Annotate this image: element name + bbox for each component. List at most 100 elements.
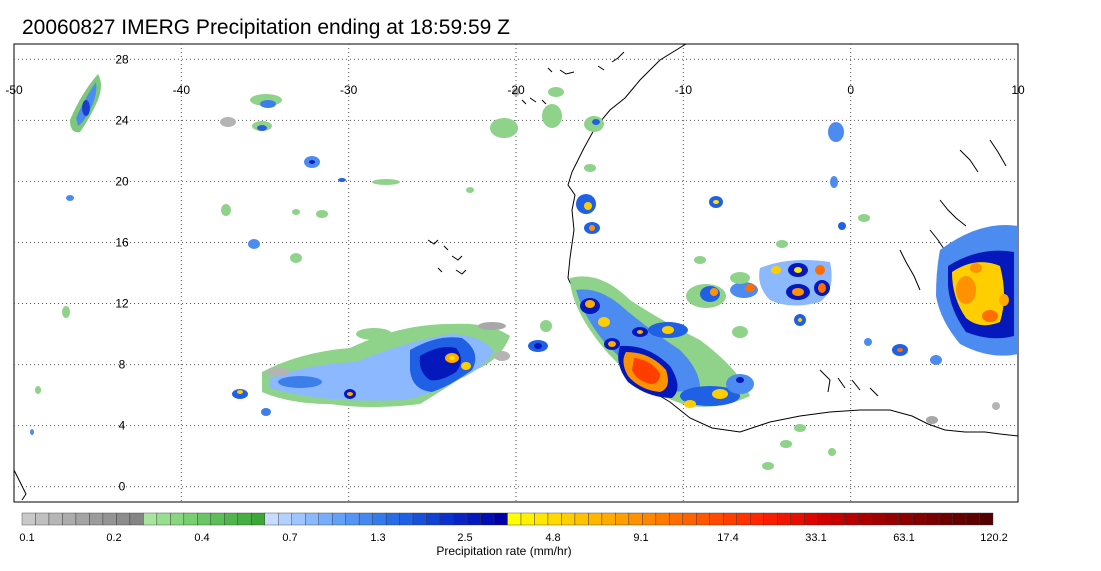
colorbar xyxy=(21,512,994,526)
canary-islands xyxy=(521,97,547,105)
colorbar-swatch xyxy=(911,512,926,526)
colorbar-swatch xyxy=(21,512,36,526)
colorbar-swatch xyxy=(871,512,886,526)
colorbar-swatch xyxy=(763,512,778,526)
colorbar-tick-label: 33.1 xyxy=(805,532,826,544)
colorbar-swatch xyxy=(143,512,158,526)
colorbar-swatch xyxy=(237,512,252,526)
rain-cell xyxy=(762,338,1000,470)
latitude-tick-label: 12 xyxy=(115,297,129,311)
colorbar-swatch xyxy=(426,512,441,526)
colorbar-swatch xyxy=(642,512,657,526)
colorbar-swatch xyxy=(480,512,495,526)
colorbar-swatch xyxy=(75,512,90,526)
colorbar-swatch xyxy=(35,512,50,526)
colorbar-swatch xyxy=(979,512,994,526)
colorbar-title: Precipitation rate (mm/hr) xyxy=(436,544,571,558)
colorbar-swatch xyxy=(628,512,643,526)
colorbar-swatch xyxy=(547,512,562,526)
colorbar-swatch xyxy=(736,512,751,526)
colorbar-swatch xyxy=(102,512,117,526)
colorbar-swatch xyxy=(493,512,508,526)
rain-band-atlantic xyxy=(232,320,552,407)
colorbar-swatch xyxy=(62,512,77,526)
colorbar-swatch xyxy=(790,512,805,526)
rain-cluster-central xyxy=(759,260,832,326)
colorbar-swatch xyxy=(439,512,454,526)
precipitation-field xyxy=(30,74,1018,470)
colorbar-tick-label: 120.2 xyxy=(980,532,1008,544)
colorbar-tick-label: 63.1 xyxy=(893,532,914,544)
colorbar-swatch xyxy=(723,512,737,526)
colorbar-tick-label: 0.4 xyxy=(194,532,209,544)
colorbar-swatch xyxy=(278,512,292,526)
colorbar-swatch xyxy=(857,512,872,526)
longitude-tick-label: -40 xyxy=(173,83,191,97)
colorbar-swatch xyxy=(844,512,859,526)
colorbar-swatch xyxy=(709,512,724,526)
latitude-tick-label: 20 xyxy=(115,174,129,188)
longitude-tick-label: -30 xyxy=(340,83,358,97)
colorbar-swatch xyxy=(588,512,603,526)
colorbar-swatch xyxy=(89,512,104,526)
colorbar-swatch xyxy=(453,512,468,526)
east-africa-rivers xyxy=(899,139,1007,291)
gulf-islands xyxy=(819,369,879,397)
rain-cell xyxy=(70,74,101,133)
colorbar-swatch xyxy=(561,512,576,526)
colorbar-swatch xyxy=(156,512,171,526)
colorbar-swatch xyxy=(129,512,144,526)
longitude-tick-label: -20 xyxy=(507,83,525,97)
light-rain-patches xyxy=(266,87,870,376)
colorbar-swatch xyxy=(574,512,589,526)
colorbar-swatch xyxy=(884,512,899,526)
latitude-tick-label: 8 xyxy=(119,358,126,372)
colorbar-tick-label: 17.4 xyxy=(717,532,738,544)
colorbar-swatch xyxy=(952,512,967,526)
colorbar-swatch xyxy=(777,512,791,526)
longitude-tick-label: 0 xyxy=(847,83,854,97)
colorbar-swatch xyxy=(925,512,940,526)
colorbar-tick-label: 0.1 xyxy=(19,532,34,544)
longitude-labels: -50 -40 -30 -20 -10 0 10 xyxy=(5,83,1025,97)
colorbar-swatch xyxy=(291,512,306,526)
colorbar-swatch xyxy=(224,512,238,526)
colorbar-swatch xyxy=(615,512,630,526)
rain-cell xyxy=(30,94,400,435)
cape-verde-islands xyxy=(427,239,467,275)
graticule xyxy=(14,44,1018,502)
colorbar-swatch xyxy=(210,512,225,526)
colorbar-swatch xyxy=(170,512,185,526)
colorbar-swatch xyxy=(534,512,549,526)
colorbar-swatch xyxy=(655,512,670,526)
colorbar-swatch xyxy=(331,512,346,526)
colorbar-swatch xyxy=(669,512,684,526)
latitude-tick-label: 16 xyxy=(115,235,129,249)
colorbar-swatch xyxy=(183,512,198,526)
colorbar-swatch xyxy=(520,512,535,526)
colorbar-swatch xyxy=(750,512,764,526)
colorbar-swatch xyxy=(817,512,832,526)
longitude-tick-label: -10 xyxy=(675,83,693,97)
colorbar-swatch xyxy=(938,512,953,526)
latitude-tick-label: 0 xyxy=(119,480,126,494)
rain-band-east xyxy=(936,225,1018,356)
rain-cell xyxy=(490,104,846,234)
colorbar-tick-label: 1.3 xyxy=(370,532,385,544)
colorbar-swatch xyxy=(318,512,333,526)
colorbar-swatch xyxy=(372,512,387,526)
colorbar-swatch xyxy=(305,512,319,526)
colorbar-tick-label: 0.2 xyxy=(106,532,121,544)
colorbar-swatch xyxy=(965,512,980,526)
map-title: 20060827 IMERG Precipitation ending at 1… xyxy=(22,16,510,39)
colorbar-swatch xyxy=(898,512,913,526)
colorbar-swatch xyxy=(116,512,131,526)
longitude-tick-label: 10 xyxy=(1011,83,1025,97)
colorbar-swatch xyxy=(385,512,400,526)
colorbar-swatch xyxy=(466,512,481,526)
colorbar-swatch xyxy=(412,512,427,526)
colorbar-tick-label: 4.8 xyxy=(545,532,560,544)
colorbar-swatch xyxy=(264,512,279,526)
